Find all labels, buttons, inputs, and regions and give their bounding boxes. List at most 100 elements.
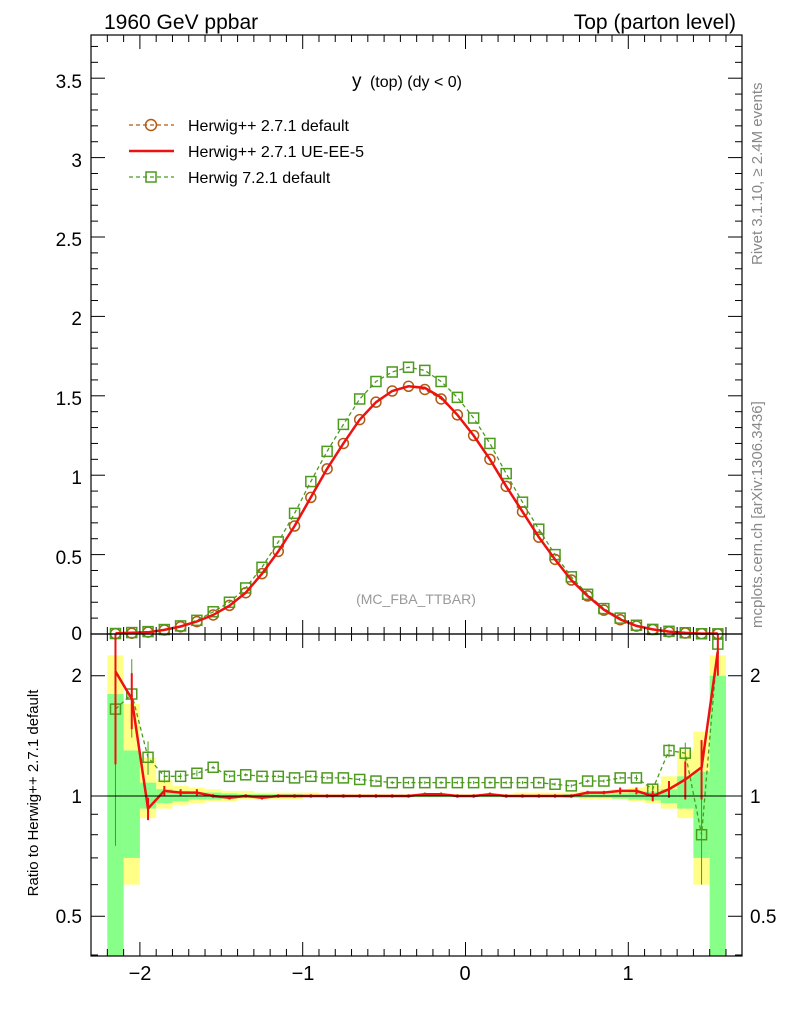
data-point-square [353,393,366,405]
mcplots-label: mcplots.cern.ch [arXiv:1306.3436] [749,401,766,628]
data-point-square [484,437,496,450]
data-point-square [451,391,464,404]
ratio-point-square [239,769,252,781]
ratio-point-square [191,767,203,780]
ratio-point-square [533,776,545,789]
legend-label-2: Herwig 7.2.1 default [188,170,331,187]
data-point-circle [321,463,333,475]
data-point-circle [337,437,350,450]
main-ytick-label: 0.5 [56,548,82,569]
ratio-ytick-label-left: 0.5 [56,907,82,928]
data-point-square [288,507,301,520]
legend-entry-herwigpp-ueee5: Herwig++ 2.7.1 UE-EE-5 [129,144,364,161]
data-point-square [630,619,643,632]
main-ytick-label: 3.5 [56,72,82,93]
ratio-ytick-label-right: 0.5 [750,907,776,928]
header-right: Top (parton level) [574,11,736,34]
ratio-point-square [419,776,431,789]
main-ytick-label: 3 [71,151,82,172]
ratio-bands [107,655,726,956]
plot-title-main: y [352,71,362,92]
band-green-bin [123,750,140,858]
ratio-point-square [305,770,317,783]
ratio-point-square [207,761,219,774]
data-point-square [419,364,431,377]
ratio-curves [109,634,724,885]
ratio-point-square [516,776,529,789]
data-point-square [402,361,415,373]
ratio-point-square [549,778,561,791]
ratio-point-square [565,780,578,792]
main-ytick-label: 2.5 [56,230,82,251]
data-point-square [337,418,350,431]
data-point-square [598,602,610,615]
ratio-point-square [500,776,512,789]
rivet-label: Rivet 3.1.10, ≥ 2.4M events [749,83,766,266]
ratio-point-square [630,772,643,784]
ratio-point-square [598,775,610,787]
ratio-point-square [353,773,366,786]
ratio-point-square [435,776,447,789]
main-ytick-label: 0 [71,624,82,645]
legend: Herwig++ 2.7.1 default Herwig++ 2.7.1 UE… [129,118,364,187]
header-left: 1960 GeV ppbar [104,11,258,34]
data-point-square [321,445,333,458]
main-ytick-label: 1.5 [56,389,82,410]
data-point-circle [435,393,447,405]
legend-entry-herwigpp-default: Herwig++ 2.7.1 default [129,118,350,135]
xtick-label: 0 [459,963,470,985]
xtick-label: 1 [622,963,633,985]
ratio-point-square [321,772,333,784]
data-point-circle [386,385,398,397]
xtick-label: −2 [129,963,152,985]
data-point-square [467,412,480,424]
ratio-ytick-label-right: 1 [750,787,761,808]
data-point-circle [484,453,496,466]
data-point-circle [353,413,366,426]
ratio-ylabel: Ratio to Herwig++ 2.7.1 default [25,689,42,897]
ratio-ytick-label-left: 2 [71,666,82,687]
data-point-square [581,588,594,601]
legend-label-1: Herwig++ 2.7.1 UE-EE-5 [188,144,364,161]
plot-title-sub: (top) (dy < 0) [370,74,462,91]
series-line-2 [115,366,718,635]
ratio-point-square [679,747,692,759]
xtick-labels: −2 −1 0 1 [129,963,634,985]
data-point-circle [288,520,301,532]
ratio-point-square [581,775,594,787]
data-point-square [370,375,382,388]
ratio-point-square [288,772,301,784]
ratio-point-square [142,751,154,764]
ratio-point-square [467,776,480,789]
main-ytick-labels: 0 0.5 1 1.5 2 2.5 3 3.5 [56,72,82,645]
data-point-circle [256,567,268,580]
series-line-1 [115,385,718,635]
data-point-square [386,366,398,378]
legend-label-0: Herwig++ 2.7.1 default [188,118,350,135]
data-point-circle [451,409,464,421]
ratio-point-square [484,776,496,789]
square-marker-icon [145,171,157,183]
ratio-line-1 [115,644,719,835]
data-point-circle [500,480,512,493]
legend-entry-herwig7-default: Herwig 7.2.1 default [129,170,331,187]
ratio-ytick-label-right: 2 [750,666,761,687]
data-point-circle [467,429,480,442]
circle-marker-icon [144,118,158,132]
main-ytick-label: 2 [71,309,82,330]
ratio-point-square [451,776,464,789]
main-ytick-label: 1 [71,468,82,489]
data-point-circle [370,396,382,408]
main-curves [109,361,724,640]
ratio-point-square [663,744,675,757]
data-point-circle [305,491,317,504]
ratio-point-square [402,776,415,789]
band-green-bin [709,675,726,956]
data-point-square [435,375,447,388]
ratio-point-square [223,770,236,783]
ratio-point-square [174,770,187,783]
data-point-square [565,571,578,583]
ratio-point-square [370,775,382,787]
data-point-square [500,467,512,480]
